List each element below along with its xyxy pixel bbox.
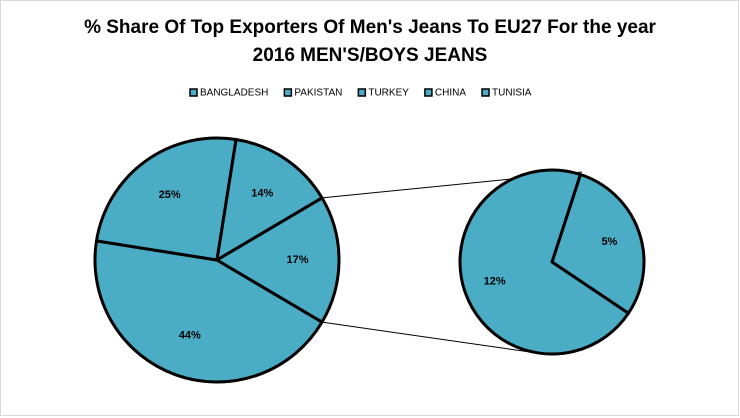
data-label: 44% [179, 330, 201, 342]
pie-slice [458, 168, 630, 356]
legend-swatch [283, 88, 293, 97]
legend-swatch [189, 88, 198, 97]
pie-slice [550, 173, 646, 315]
legend-label: BANGLADESH [200, 88, 268, 99]
data-label: 12% [484, 276, 506, 288]
legend-swatch [481, 88, 490, 97]
legend-label: CHINA [435, 88, 466, 99]
pie-slice [215, 138, 324, 262]
chart-subtitle: 2016 MEN'S/BOYS JEANS [253, 45, 488, 66]
data-label: 17% [287, 254, 309, 266]
legend-swatch [357, 88, 367, 97]
legend-label: TUNISIA [492, 88, 532, 99]
chart-title: % Share Of Top Exporters Of Men's Jeans … [84, 17, 656, 38]
legend-label: PAKISTAN [294, 88, 342, 99]
legend-label: TURKEY [368, 88, 409, 99]
legend-swatch [424, 88, 433, 97]
data-label: 14% [251, 187, 273, 199]
pie-slice [95, 136, 238, 262]
connector-line [321, 321, 531, 353]
pie-slice [215, 196, 341, 324]
data-label: 25% [159, 189, 181, 201]
data-label: 5% [601, 236, 617, 248]
pie-slice [93, 239, 324, 384]
